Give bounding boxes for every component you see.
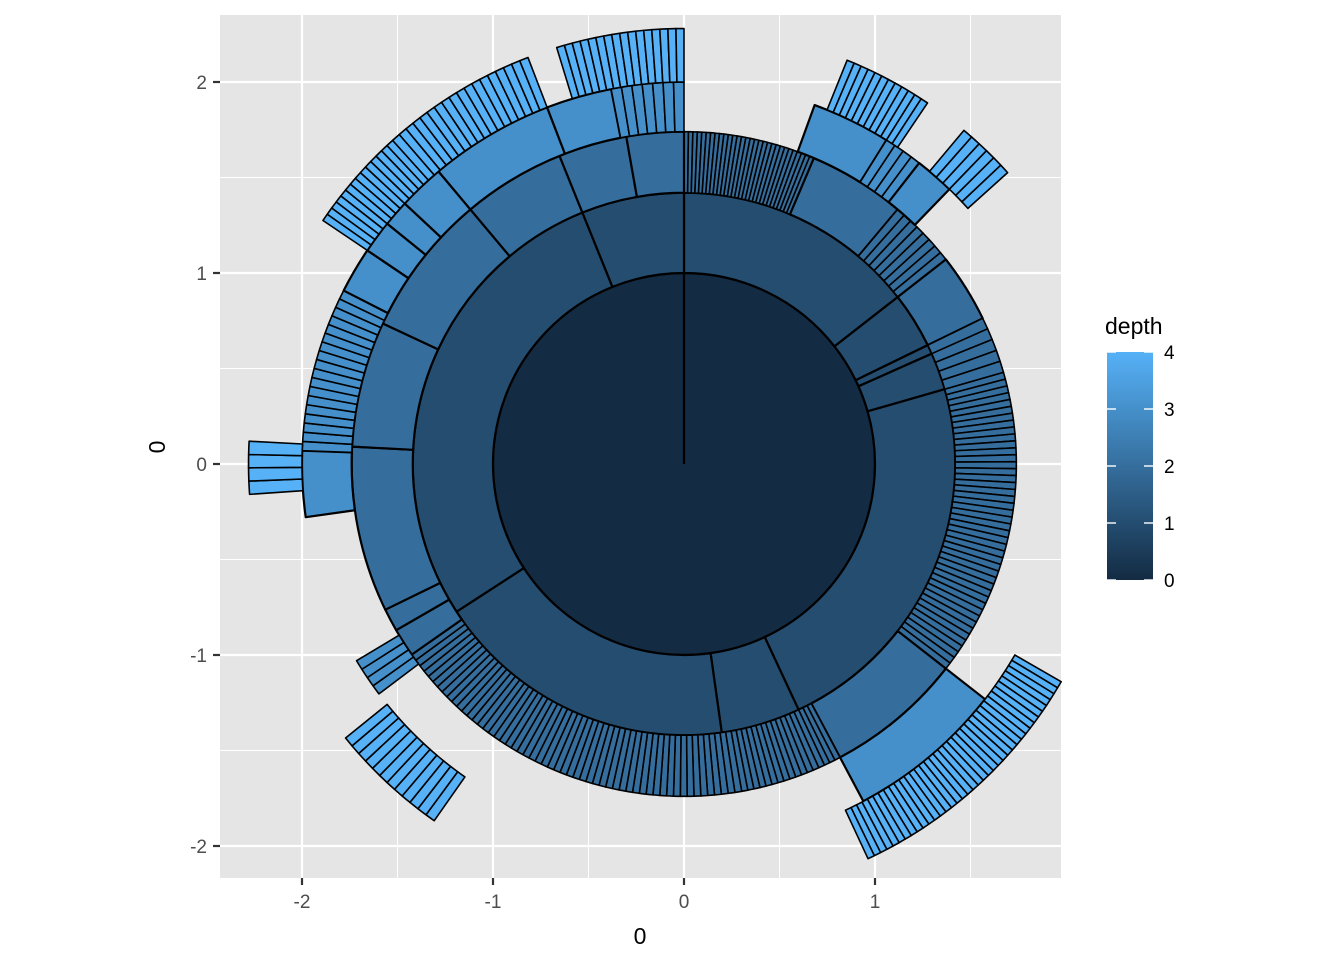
y-axis: -2 -1 0 1 2 xyxy=(190,73,220,858)
legend-ticks: 0 1 2 3 4 xyxy=(1107,343,1175,592)
sector-depth-4 xyxy=(247,466,304,482)
sector-depth-4 xyxy=(675,27,685,83)
legend-label: 4 xyxy=(1164,343,1175,364)
y-axis-title: 0 xyxy=(144,441,170,454)
x-axis: -2 -1 0 1 xyxy=(294,878,881,913)
sector-depth-4 xyxy=(247,453,303,469)
sector-depth-4 xyxy=(247,440,304,457)
legend: depth 0 1 2 3 4 xyxy=(1105,313,1175,592)
sector-depth-4 xyxy=(891,97,929,149)
legend-title: depth xyxy=(1105,313,1163,339)
y-tick-label: 2 xyxy=(196,73,207,94)
x-tick-label: -2 xyxy=(294,892,311,913)
sector-depth-4 xyxy=(344,703,394,747)
sector-depth-3 xyxy=(672,81,685,133)
legend-label: 2 xyxy=(1164,457,1175,478)
legend-label: 3 xyxy=(1164,400,1175,421)
y-tick-label: 1 xyxy=(196,264,207,285)
sector-depth-4 xyxy=(844,806,876,860)
sector-depth-3 xyxy=(355,634,405,671)
sector-depth-4 xyxy=(518,56,548,112)
x-tick-label: 1 xyxy=(870,892,881,913)
sunburst-sectors xyxy=(247,27,1062,860)
legend-label: 1 xyxy=(1164,514,1175,535)
x-tick-label: 0 xyxy=(679,892,690,913)
x-tick-label: -1 xyxy=(485,892,502,913)
sector-depth-3 xyxy=(300,449,356,519)
y-tick-label: 0 xyxy=(196,455,207,476)
sector-depth-4 xyxy=(961,164,1009,210)
legend-label: 0 xyxy=(1164,571,1175,592)
y-tick-label: -2 xyxy=(190,837,207,858)
y-tick-label: -1 xyxy=(190,646,207,667)
x-axis-title: 0 xyxy=(634,923,647,949)
sector-depth-2 xyxy=(625,130,686,198)
